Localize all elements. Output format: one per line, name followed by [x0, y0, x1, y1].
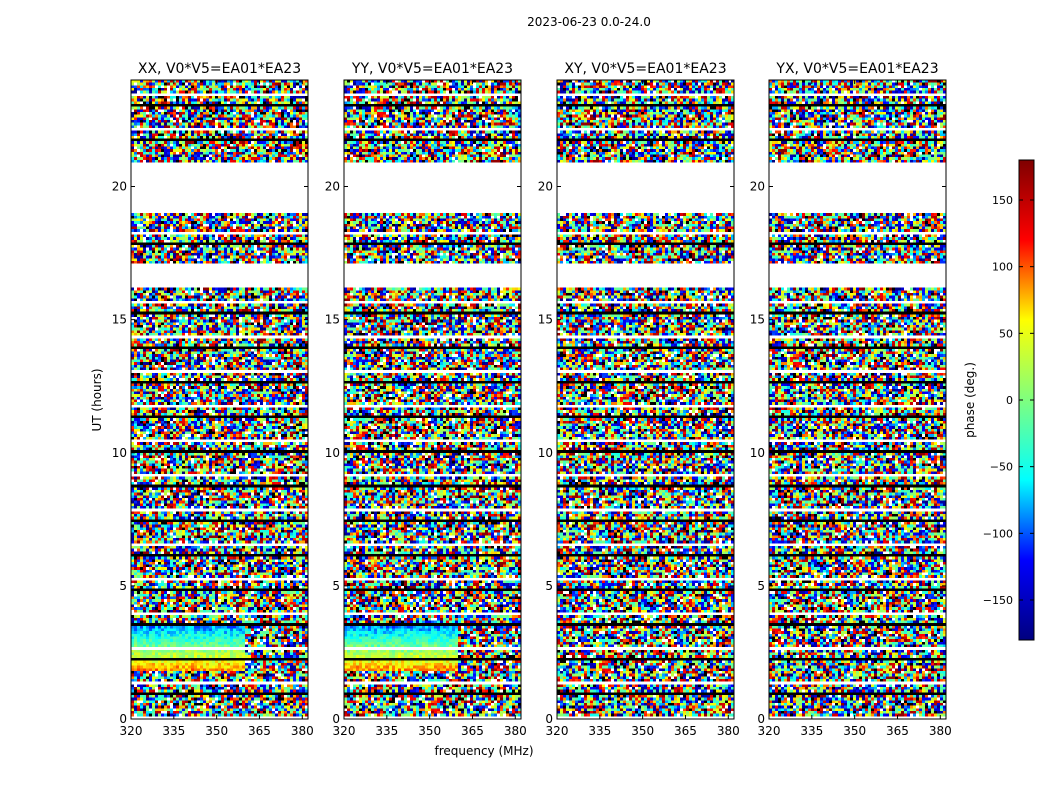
- x-tick-label: 335: [375, 724, 398, 738]
- y-tick-label: 0: [119, 712, 127, 726]
- panel-frame: [768, 79, 947, 720]
- y-tick-label: 15: [750, 313, 765, 327]
- y-tick-label: 20: [750, 180, 765, 194]
- panel-frame: [556, 79, 735, 720]
- x-tick-label: 350: [631, 724, 654, 738]
- x-tick-label: 335: [588, 724, 611, 738]
- colorbar-tick-label: 150: [992, 194, 1013, 207]
- panel-frame: [343, 79, 522, 720]
- x-tick-label: 320: [546, 724, 569, 738]
- panel-title: XY, V0*V5=EA01*EA23: [564, 61, 726, 77]
- y-axis-label: UT (hours): [90, 368, 104, 431]
- x-tick-label: 320: [120, 724, 143, 738]
- x-tick-label: 380: [717, 724, 740, 738]
- y-tick-label: 0: [332, 712, 340, 726]
- panel-title: XX, V0*V5=EA01*EA23: [138, 61, 301, 77]
- figure-title: 2023-06-23 0.0-24.0: [527, 15, 651, 29]
- y-tick-label: 5: [332, 579, 340, 593]
- colorbar-tick-label: −50: [990, 461, 1013, 474]
- x-tick-label: 365: [461, 724, 484, 738]
- y-tick-label: 15: [538, 313, 553, 327]
- y-tick-label: 5: [545, 579, 553, 593]
- y-tick-label: 20: [112, 180, 127, 194]
- panel-title: YX, V0*V5=EA01*EA23: [775, 61, 938, 77]
- y-tick-label: 10: [325, 446, 340, 460]
- x-tick-label: 365: [886, 724, 909, 738]
- x-tick-label: 335: [162, 724, 185, 738]
- y-tick-label: 5: [119, 579, 127, 593]
- y-tick-label: 5: [757, 579, 765, 593]
- x-tick-label: 350: [843, 724, 866, 738]
- colorbar-tick-label: −150: [983, 594, 1013, 607]
- x-tick-label: 335: [800, 724, 823, 738]
- colorbar: phase (deg.) 150 100 50 0 −50 −100 −150: [963, 159, 1035, 641]
- y-tick-label: 10: [750, 446, 765, 460]
- x-tick-label: 320: [333, 724, 356, 738]
- heatmap-panels: XX, V0*V5=EA01*EA23 320 335 350 365 380 0 5 10 15…: [112, 61, 952, 738]
- panel-xy: XY, V0*V5=EA01*EA23 320 335 350 365 380 0 5 10 15…: [538, 61, 740, 738]
- colorbar-tick-label: 0: [1006, 394, 1013, 407]
- x-tick-label: 365: [674, 724, 697, 738]
- y-tick-label: 15: [112, 313, 127, 327]
- panel-title: YY, V0*V5=EA01*EA23: [351, 61, 513, 77]
- colorbar-tick-label: 100: [992, 261, 1013, 274]
- x-tick-label: 350: [418, 724, 441, 738]
- panel-yx: YX, V0*V5=EA01*EA23 320 335 350 365 380 0 5 10 15…: [750, 61, 952, 738]
- phase-heatmap: [769, 80, 946, 719]
- colorbar-tick-label: 50: [999, 327, 1013, 340]
- colorbar-label: phase (deg.): [963, 362, 977, 438]
- x-tick-label: 380: [504, 724, 527, 738]
- x-tick-label: 365: [248, 724, 271, 738]
- y-tick-label: 10: [112, 446, 127, 460]
- panel-xx: XX, V0*V5=EA01*EA23 320 335 350 365 380 0 5 10 15…: [112, 61, 314, 738]
- y-tick-label: 10: [538, 446, 553, 460]
- phase-heatmap: [557, 80, 734, 719]
- y-tick-label: 15: [325, 313, 340, 327]
- panel-yy: YY, V0*V5=EA01*EA23 320 335 350 365 380 0 5 10 15…: [325, 61, 527, 738]
- panel-frame: [130, 79, 309, 720]
- x-tick-label: 380: [929, 724, 952, 738]
- x-axis-label: frequency (MHz): [434, 744, 533, 758]
- x-tick-label: 320: [758, 724, 781, 738]
- y-tick-label: 20: [538, 180, 553, 194]
- phase-heatmap: [131, 80, 308, 719]
- phase-heatmap: [344, 80, 521, 719]
- y-tick-label: 0: [757, 712, 765, 726]
- y-tick-label: 0: [545, 712, 553, 726]
- x-tick-label: 350: [205, 724, 228, 738]
- colorbar-tick-label: −100: [983, 527, 1013, 540]
- y-tick-label: 20: [325, 180, 340, 194]
- x-tick-label: 380: [291, 724, 314, 738]
